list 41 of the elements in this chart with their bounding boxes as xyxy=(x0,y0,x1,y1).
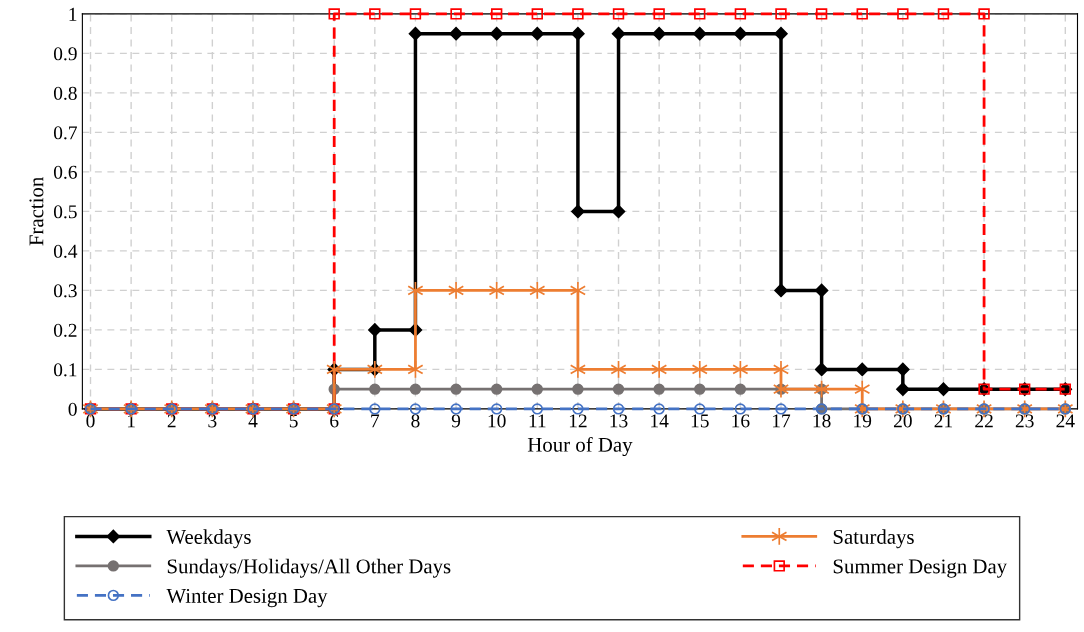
x-tick-label: 21 xyxy=(934,414,953,428)
y-tick-label: 0.7 xyxy=(53,126,77,140)
x-tick-label: 2 xyxy=(167,414,176,428)
x-tick-label: 8 xyxy=(411,414,420,428)
y-tick-label: 0.1 xyxy=(53,363,77,377)
y-axis-title: Fraction xyxy=(29,177,44,246)
y-tick-label: 0.8 xyxy=(53,86,77,100)
x-tick-label: 16 xyxy=(732,414,750,428)
y-tick-label: 0.5 xyxy=(53,205,77,219)
x-tick-label: 4 xyxy=(248,414,258,428)
x-tick-label: 14 xyxy=(651,414,669,428)
x-tick-label: 11 xyxy=(529,414,546,428)
x-tick-label: 3 xyxy=(208,414,217,428)
y-tick-label: 1 xyxy=(69,7,77,21)
x-tick-label: 22 xyxy=(975,414,993,428)
y-tick-label: 0.6 xyxy=(53,165,77,179)
x-tick-label: 7 xyxy=(371,414,380,428)
y-tick-label: 0 xyxy=(68,402,77,416)
y-tick-label: 0.3 xyxy=(53,284,77,298)
x-axis-title: Hour of Day xyxy=(527,436,633,457)
y-tick-label: 0.4 xyxy=(53,244,78,258)
x-tick-label: 19 xyxy=(854,414,872,428)
x-tick-label: 10 xyxy=(488,414,506,428)
x-tick-label: 13 xyxy=(610,414,628,428)
legend-label: Weekdays xyxy=(166,529,251,549)
x-tick-label: 15 xyxy=(691,414,709,428)
legend-label: Summer Design Day xyxy=(833,559,1008,578)
x-tick-label: 6 xyxy=(330,414,339,428)
x-tick-label: 0 xyxy=(86,414,95,428)
legend-label: Winter Design Day xyxy=(166,588,328,608)
x-tick-label: 17 xyxy=(772,414,791,428)
x-tick-label: 18 xyxy=(813,414,831,428)
x-tick-label: 23 xyxy=(1015,414,1034,428)
y-tick-label: 0.2 xyxy=(53,323,77,337)
legend-label: Sundays/Holidays/All Other Days xyxy=(167,558,451,578)
x-tick-label: 12 xyxy=(569,414,587,428)
legend-label: Saturdays xyxy=(833,529,914,549)
y-tick-label: 0.9 xyxy=(53,47,77,61)
x-tick-label: 20 xyxy=(893,414,912,428)
x-tick-label: 24 xyxy=(1056,414,1075,428)
x-tick-label: 9 xyxy=(451,414,461,428)
